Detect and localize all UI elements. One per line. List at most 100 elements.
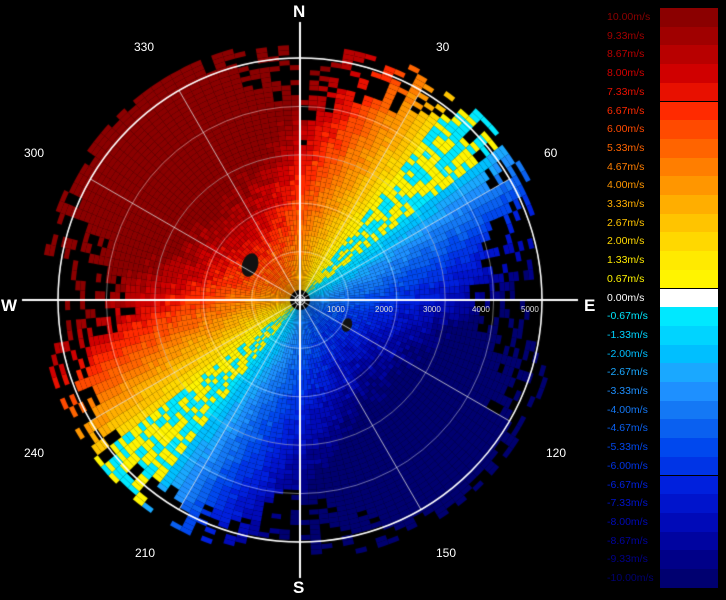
legend-label: 2.67m/s (607, 216, 645, 229)
legend-label: 3.33m/s (607, 198, 645, 210)
bearing-300-label: 300 (24, 146, 45, 160)
legend-row: -9.33m/s (606, 550, 718, 569)
range-ring-5000-label: 5000 (521, 305, 539, 314)
legend-row: -2.67m/s (606, 363, 718, 382)
legend-swatch (660, 8, 718, 27)
legend-swatch (660, 363, 718, 382)
legend-row: 9.33m/s (606, 26, 718, 46)
legend-row: 8.67m/s (606, 45, 718, 65)
legend-label: 8.00m/s (607, 67, 645, 80)
legend-row: 3.33m/s (606, 195, 718, 214)
legend-label: 2.00m/s (607, 235, 645, 248)
bearing-210-label: 210 (135, 546, 156, 560)
legend-label: -8.00m/s (607, 515, 648, 528)
legend-swatch (660, 64, 718, 83)
legend-label: -2.67m/s (607, 366, 648, 379)
legend-row: 4.00m/s (606, 176, 718, 195)
legend-label: -10.00m/s (607, 572, 654, 584)
range-ring-1000-label: 1000 (327, 305, 345, 314)
legend-label: 7.33m/s (607, 85, 645, 98)
legend-label: 10.00m/s (607, 11, 651, 23)
legend-swatch (660, 550, 718, 569)
legend-swatch (660, 232, 718, 252)
legend-label: -3.33m/s (607, 385, 648, 397)
legend-row: -5.33m/s (606, 438, 718, 457)
legend-label: 4.67m/s (607, 160, 645, 173)
bearing-120-label: 120 (546, 446, 567, 460)
bearing-330-label: 330 (134, 40, 155, 54)
legend-row: 0.67m/s (606, 269, 718, 289)
legend-row: -6.67m/s (606, 475, 718, 495)
legend-swatch (660, 251, 718, 270)
legend-row: 2.00m/s (606, 232, 718, 252)
legend-row: 2.67m/s (606, 213, 718, 233)
legend-row: 7.33m/s (606, 82, 718, 102)
legend-label: -9.33m/s (607, 553, 648, 566)
legend-label: -4.00m/s (607, 403, 648, 416)
legend-label: 0.67m/s (607, 272, 645, 285)
legend-swatch (660, 269, 718, 289)
legend-swatch (660, 176, 718, 195)
legend-swatch (660, 438, 718, 457)
legend-label: -0.67m/s (607, 310, 648, 323)
legend-swatch (660, 26, 718, 46)
bearing-30-label: 30 (436, 40, 450, 54)
legend-row: -4.00m/s (606, 400, 718, 420)
radar-velocity-plot (0, 0, 600, 600)
legend-label: -4.67m/s (607, 422, 648, 435)
legend-label: 8.67m/s (607, 48, 645, 61)
legend-label: 1.33m/s (607, 254, 645, 267)
legend-swatch (660, 325, 718, 345)
legend-swatch (660, 531, 718, 551)
legend-label: 9.33m/s (607, 29, 645, 42)
legend-row: 8.00m/s (606, 64, 718, 83)
legend-label: -8.67m/s (607, 534, 648, 547)
legend-swatch (660, 494, 718, 513)
range-ring-3000-label: 3000 (423, 305, 441, 314)
legend-row: 10.00m/s (606, 8, 718, 27)
range-ring-4000-label: 4000 (472, 305, 490, 314)
legend-swatch (660, 82, 718, 102)
legend-swatch (660, 512, 718, 532)
legend-row: 4.67m/s (606, 157, 718, 177)
legend-label: -2.00m/s (607, 347, 648, 360)
legend-swatch (660, 344, 718, 364)
range-ring-2000-label: 2000 (375, 305, 393, 314)
compass-west-label: W (1, 296, 18, 315)
legend-swatch (660, 288, 718, 308)
velocity-color-legend: 10.00m/s 9.33m/s 8.67m/s 8.00m/s 7.33m/s 6.67… (606, 8, 718, 590)
legend-row: -0.67m/s (606, 307, 718, 326)
legend-row: -1.33m/s (606, 325, 718, 345)
legend-row: -2.00m/s (606, 344, 718, 364)
legend-label: 6.00m/s (607, 123, 645, 136)
legend-row: -7.33m/s (606, 494, 718, 513)
legend-swatch (660, 157, 718, 177)
bearing-60-label: 60 (544, 146, 558, 160)
legend-label: -5.33m/s (607, 441, 648, 454)
legend-swatch (660, 569, 718, 588)
legend-label: 5.33m/s (607, 141, 645, 154)
legend-swatch (660, 120, 718, 139)
legend-swatch (660, 400, 718, 420)
legend-row: 6.67m/s (606, 101, 718, 121)
legend-swatch (660, 307, 718, 326)
legend-label: 6.67m/s (607, 104, 645, 117)
legend-swatch (660, 456, 718, 476)
legend-swatch (660, 101, 718, 121)
legend-row: -8.00m/s (606, 512, 718, 532)
legend-label: -7.33m/s (607, 497, 648, 510)
legend-row: -8.67m/s (606, 531, 718, 551)
legend-swatch (660, 419, 718, 439)
legend-swatch (660, 213, 718, 233)
legend-swatch (660, 475, 718, 495)
legend-row: 1.33m/s (606, 251, 718, 270)
legend-swatch (660, 382, 718, 401)
compass-north-label: N (293, 2, 306, 21)
legend-swatch (660, 195, 718, 214)
legend-swatch (660, 138, 718, 158)
legend-row: 5.33m/s (606, 138, 718, 158)
legend-label: 0.00m/s (607, 291, 645, 304)
legend-label: 4.00m/s (607, 179, 645, 192)
compass-east-label: E (584, 296, 596, 315)
compass-south-label: S (293, 578, 305, 597)
